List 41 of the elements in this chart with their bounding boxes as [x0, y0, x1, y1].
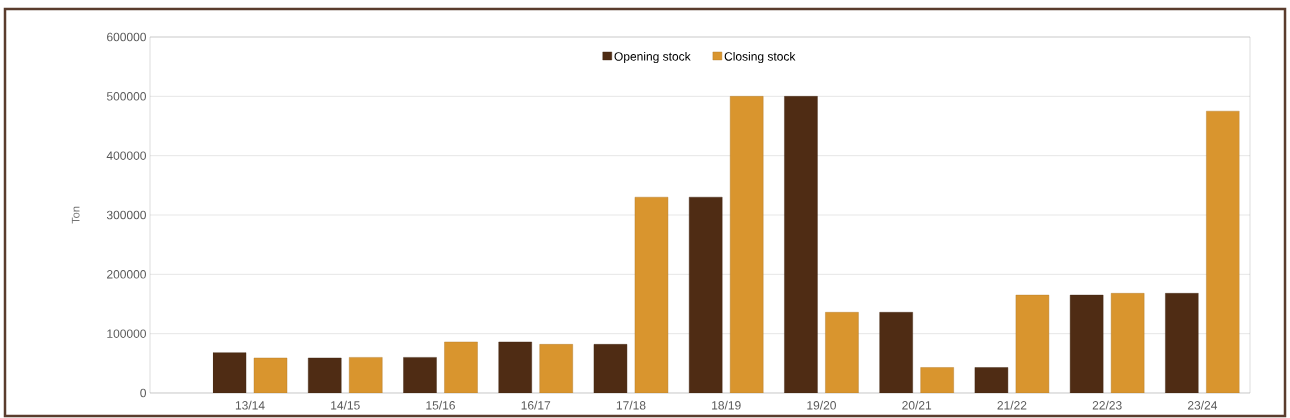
- x-tick-label: 19/20: [807, 400, 836, 410]
- x-tick-label: 18/19: [712, 400, 741, 410]
- bar: [1069, 294, 1104, 393]
- bar: [1110, 293, 1145, 393]
- x-tick-label: 13/14: [235, 400, 265, 410]
- bar: [593, 344, 628, 393]
- x-tick-label: 15/16: [426, 400, 455, 410]
- x-tick-label: 21/22: [997, 400, 1027, 410]
- bar: [1206, 110, 1240, 393]
- bar: [1165, 293, 1199, 393]
- bar: [498, 341, 532, 393]
- bar: [403, 357, 437, 393]
- x-tick-label: 20/21: [902, 400, 932, 410]
- x-tick-label: 14/15: [331, 400, 360, 410]
- bar: [730, 96, 764, 393]
- bar: [634, 197, 669, 393]
- legend-label: Closing stock: [724, 51, 796, 64]
- bar: [689, 197, 723, 393]
- bar: [308, 357, 342, 393]
- bar: [539, 344, 573, 393]
- y-axis-title: Ton: [71, 206, 80, 224]
- y-tick-label: 400000: [106, 151, 146, 160]
- bar: [349, 357, 383, 393]
- y-tick-label: 600000: [107, 32, 146, 42]
- x-tick-label: 17/18: [616, 400, 646, 410]
- y-tick-label: 200000: [107, 270, 146, 279]
- bar: [212, 352, 247, 393]
- bar: [784, 96, 818, 393]
- y-tick-label: 100000: [107, 329, 146, 338]
- x-tick-label: 23/24: [1187, 400, 1218, 410]
- bar: [444, 341, 478, 393]
- bar: [920, 367, 954, 393]
- bar: [1015, 294, 1050, 393]
- x-tick-label: 22/23: [1092, 400, 1122, 410]
- legend-label: Opening stock: [614, 51, 691, 64]
- bar: [825, 312, 859, 393]
- y-tick-label: 300000: [106, 210, 146, 220]
- bar: [879, 312, 913, 393]
- x-tick-label: 16/17: [521, 400, 551, 410]
- y-tick-label: 500000: [106, 92, 146, 101]
- y-tick-label: 0: [140, 388, 147, 398]
